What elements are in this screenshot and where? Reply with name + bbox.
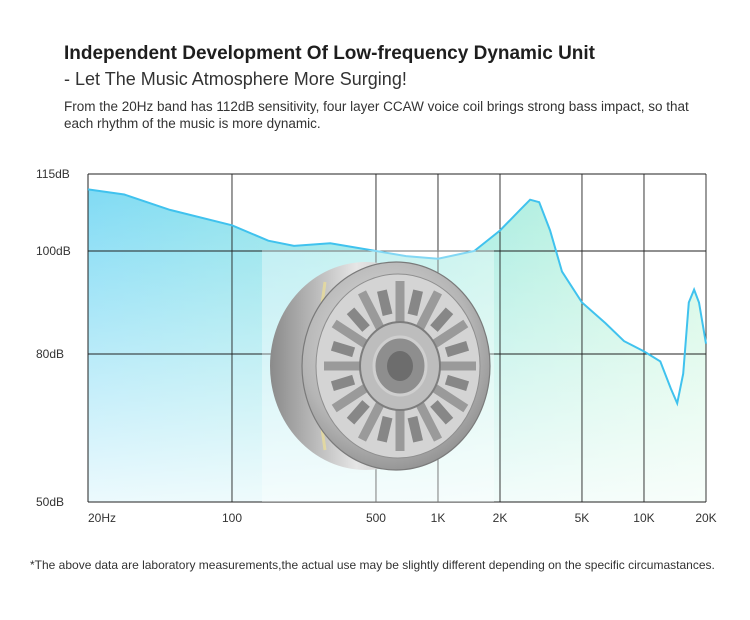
x-tick-label: 10K [633,511,654,525]
driver-vent-slot [407,416,423,443]
driver-vent-slot [430,400,454,425]
page-subtitle: - Let The Music Atmosphere More Surging! [64,69,407,89]
driver-vent-slot [377,289,393,316]
x-tick-label: 1K [431,511,446,525]
driver-vent-slot [444,374,470,391]
heading-block: Independent Development Of Low-frequency… [64,42,704,132]
driver-vent-spoke [357,400,386,442]
driver-vent-spoke [430,383,469,413]
x-tick-label: 5K [575,511,590,525]
y-tick-label: 115dB [36,167,70,181]
driver-vent-spoke [414,290,443,332]
driver-vent-slot [407,289,423,316]
y-tick-label: 50dB [36,495,64,509]
footnote: *The above data are laboratory measureme… [30,558,715,572]
x-tick-label: 100 [222,511,242,525]
driver-vent-slot [330,374,356,391]
y-tick-label: 100dB [36,244,71,258]
driver-vent-spoke [414,400,443,442]
driver-vent-slot [346,400,370,425]
driver-vent-slot [444,341,470,358]
driver-vent-spoke [331,383,370,413]
driver-vent-slot [346,307,370,332]
driver-vent-slot [330,341,356,358]
driver-vent-slot [430,307,454,332]
y-tick-label: 80dB [36,347,64,361]
driver-vent-slot [377,416,393,443]
driver-vent-spoke [430,319,469,349]
page-title: Independent Development Of Low-frequency… [64,43,596,64]
dynamic-driver-unit-image [262,250,494,502]
x-tick-label: 20K [695,511,716,525]
x-tick-label: 2K [493,511,508,525]
response-curve-line [87,188,707,407]
driver-vent-spoke [357,290,386,332]
driver-vent-spoke [331,319,370,349]
description-text: From the 20Hz band has 112dB sensitivity… [64,99,689,131]
driver-center-dot [387,351,413,381]
x-tick-label: 500 [366,511,386,525]
x-tick-label: 20Hz [88,511,116,525]
